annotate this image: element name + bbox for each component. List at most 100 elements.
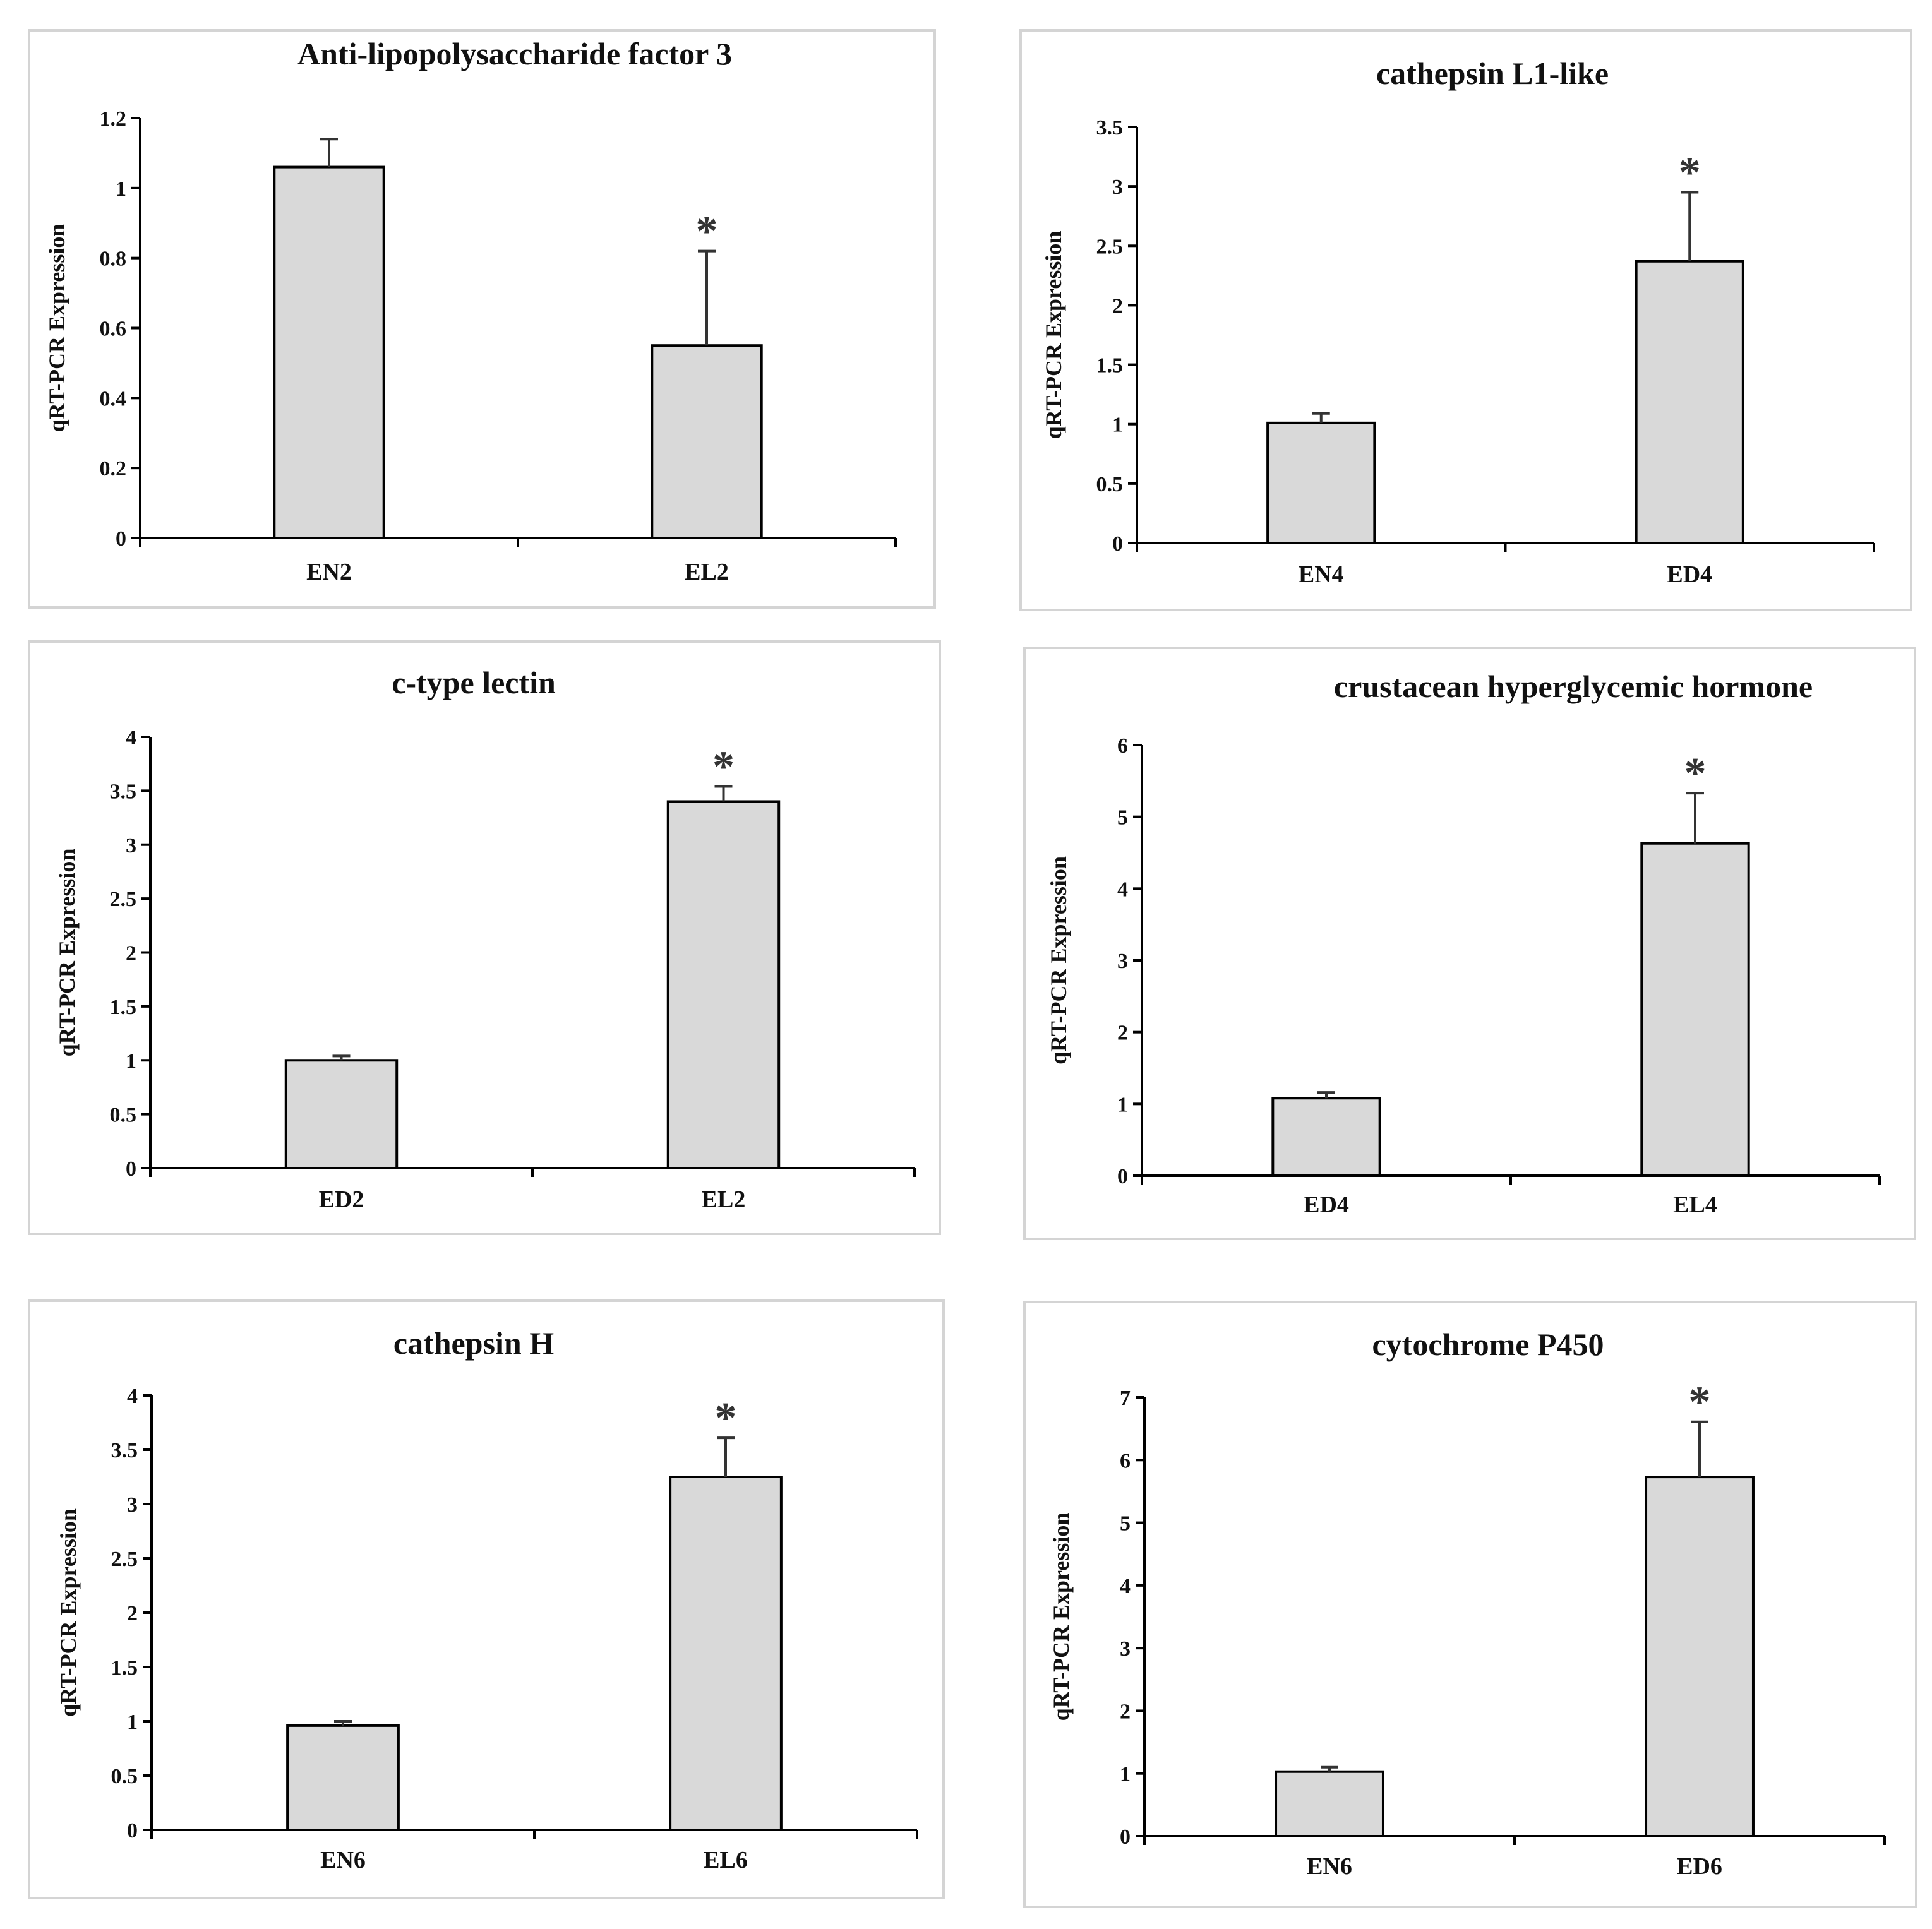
- y-tick-label: 0.5: [111, 1765, 138, 1788]
- y-tick-label: 5: [1120, 1512, 1131, 1536]
- y-tick-label: 0.8: [100, 248, 127, 271]
- y-tick-label: 0: [126, 1157, 136, 1181]
- y-tick-label: 0.5: [110, 1104, 137, 1127]
- chart-panel: c-type lectin qRT-PCR Expression 0 0.5 1 1.5 2…: [28, 640, 941, 1235]
- significance-marker: *: [696, 208, 718, 256]
- x-tick-label: EN6: [1307, 1853, 1352, 1880]
- y-tick-label: 5: [1117, 806, 1128, 830]
- bar: [669, 1476, 783, 1831]
- y-tick-label: 3.5: [111, 1439, 138, 1462]
- y-tick-label: 1: [116, 177, 126, 201]
- y-tick-label: 3: [127, 1493, 138, 1517]
- y-tick-label: 7: [1120, 1387, 1131, 1410]
- chart-title: cytochrome P450: [1372, 1327, 1604, 1362]
- y-tick-label: 0.2: [100, 457, 127, 481]
- bar: [273, 165, 385, 540]
- x-tick-label: ED4: [1304, 1191, 1349, 1218]
- y-tick-label: 1.5: [1096, 354, 1124, 378]
- chart-title: cathepsin H: [393, 1325, 554, 1361]
- x-tick-label: ED2: [319, 1186, 364, 1213]
- y-tick-label: 2.5: [1096, 235, 1124, 258]
- bar: [1266, 421, 1376, 544]
- x-tick-label: EN4: [1299, 561, 1344, 588]
- y-tick-label: 3.5: [1096, 116, 1124, 140]
- x-tick-label: EL2: [685, 559, 729, 585]
- y-axis-label: qRT-PCR Expression: [1041, 231, 1066, 439]
- y-axis-label: qRT-PCR Expression: [56, 1508, 81, 1717]
- y-tick-label: 1: [127, 1711, 138, 1734]
- chart-title: Anti-lipopolysaccharide factor 3: [297, 36, 732, 71]
- chart-panel: crustacean hyperglycemic hormone qRT-PCR …: [1023, 647, 1916, 1240]
- y-tick-label: 0: [1117, 1165, 1128, 1188]
- bar: [651, 344, 763, 539]
- bar: [286, 1724, 400, 1831]
- y-tick-label: 0.4: [100, 387, 127, 410]
- chart-panel: cathepsin H qRT-PCR Expression 0 0.5 1 1.5 2 2.…: [28, 1299, 945, 1899]
- y-tick-label: 1: [1112, 414, 1123, 437]
- y-tick-label: 1.5: [111, 1656, 138, 1680]
- bar: [1645, 1476, 1755, 1837]
- y-tick-label: 6: [1117, 734, 1128, 758]
- x-tick-label: EL6: [704, 1847, 748, 1873]
- y-tick-label: 0.5: [1096, 473, 1124, 496]
- y-axis-label: qRT-PCR Expression: [1048, 1513, 1074, 1721]
- y-tick-label: 3: [1120, 1637, 1131, 1661]
- y-tick-label: 3: [1112, 176, 1123, 199]
- y-tick-label: 2: [126, 942, 136, 965]
- significance-marker: *: [1679, 149, 1701, 198]
- y-tick-label: 2: [1117, 1022, 1128, 1045]
- chart-panel: Anti-lipopolysaccharide factor 3 qRT-PCR …: [28, 29, 936, 609]
- y-tick-label: 0: [127, 1819, 138, 1842]
- chart-panel: cytochrome P450 qRT-PCR Expression 0 1 2 3 4 5 6…: [1023, 1301, 1917, 1908]
- x-tick-label: EL4: [1673, 1191, 1717, 1218]
- significance-marker: *: [712, 743, 735, 792]
- y-tick-label: 1: [1120, 1763, 1131, 1786]
- y-tick-label: 3.5: [110, 780, 137, 803]
- y-tick-label: 4: [127, 1385, 138, 1408]
- chart-title: cathepsin L1-like: [1376, 56, 1609, 91]
- y-tick-label: 2.5: [110, 888, 137, 911]
- x-tick-label: EN2: [306, 559, 352, 585]
- significance-marker: *: [1689, 1378, 1711, 1427]
- y-tick-label: 1.2: [100, 107, 127, 131]
- y-tick-label: 1.5: [110, 996, 137, 1019]
- y-tick-label: 2: [1112, 294, 1123, 318]
- y-tick-label: 3: [126, 834, 136, 857]
- significance-marker: *: [715, 1394, 737, 1443]
- y-tick-label: 0: [116, 527, 126, 551]
- y-tick-label: 6: [1120, 1449, 1131, 1472]
- y-tick-label: 4: [1117, 878, 1128, 901]
- bar: [284, 1059, 399, 1169]
- significance-marker: *: [1684, 750, 1707, 798]
- bar: [666, 800, 781, 1169]
- y-tick-label: 2: [127, 1602, 138, 1625]
- y-tick-label: 1: [126, 1049, 136, 1073]
- y-axis-label: qRT-PCR Expression: [1046, 856, 1071, 1065]
- bar: [1640, 842, 1750, 1178]
- y-tick-label: 1: [1117, 1093, 1128, 1116]
- bar: [1275, 1770, 1384, 1837]
- y-axis-label: qRT-PCR Expression: [44, 224, 69, 433]
- x-tick-label: ED4: [1667, 561, 1712, 588]
- bar: [1635, 260, 1744, 544]
- x-tick-label: EN6: [320, 1847, 366, 1873]
- chart-title: crustacean hyperglycemic hormone: [1334, 669, 1813, 704]
- y-tick-label: 0.6: [100, 318, 127, 341]
- y-tick-label: 0: [1120, 1825, 1131, 1849]
- y-axis-label: qRT-PCR Expression: [54, 849, 80, 1057]
- chart-title: c-type lectin: [392, 665, 556, 700]
- chart-panel: cathepsin L1-like qRT-PCR Expression 0 0.5 1…: [1019, 29, 1912, 611]
- y-tick-label: 4: [1120, 1575, 1131, 1598]
- y-tick-label: 2.5: [111, 1548, 138, 1571]
- y-tick-label: 2: [1120, 1700, 1131, 1723]
- x-tick-label: EL2: [702, 1186, 746, 1213]
- y-tick-label: 4: [126, 726, 136, 750]
- y-tick-label: 0: [1112, 532, 1123, 556]
- bar: [1271, 1097, 1381, 1177]
